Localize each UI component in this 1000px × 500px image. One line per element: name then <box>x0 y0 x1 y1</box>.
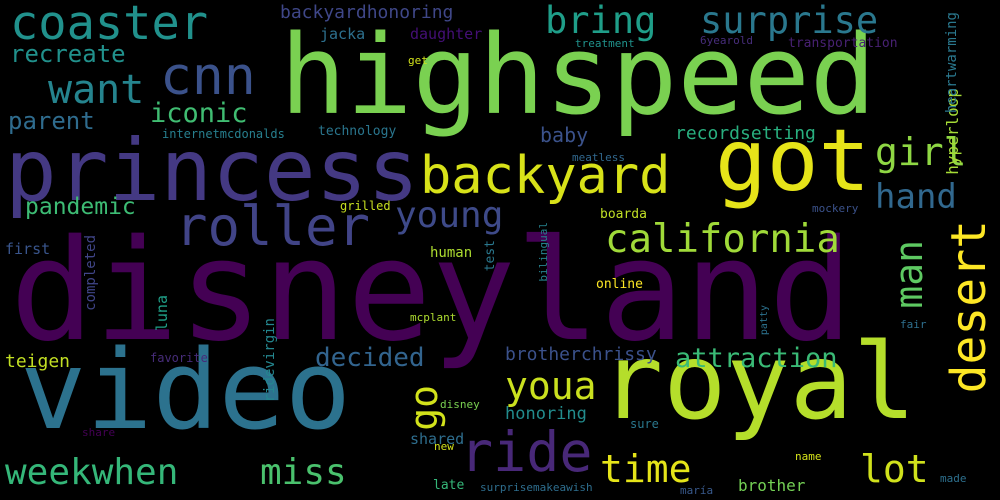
word: miss <box>260 452 347 493</box>
word: video <box>20 326 352 454</box>
word: recordsetting <box>675 123 816 144</box>
word: late <box>433 478 465 493</box>
word: disneyland <box>10 210 853 373</box>
word: jacka <box>320 25 366 43</box>
word: get <box>408 54 428 67</box>
word: patty <box>759 305 770 336</box>
word: first <box>5 240 51 258</box>
word: iconic <box>150 98 248 129</box>
word: cnn <box>160 46 256 107</box>
word: recreate <box>10 40 126 68</box>
word: backyardhonoring <box>280 2 454 23</box>
word: 6yearold <box>700 34 753 47</box>
word: mockery <box>812 202 859 215</box>
word: human <box>430 245 473 261</box>
word: royal <box>600 321 917 443</box>
word: sure <box>630 417 659 431</box>
word: grilled <box>340 199 391 213</box>
word: coaster <box>10 0 209 51</box>
word: disney <box>440 398 480 411</box>
word: brother <box>738 476 806 495</box>
word: girl <box>875 130 967 174</box>
word: test <box>483 240 498 272</box>
word: teigen <box>5 351 71 372</box>
word: favorite <box>150 351 208 365</box>
word: time <box>600 447 692 491</box>
word: name <box>795 450 822 463</box>
word: transportation <box>788 36 898 51</box>
word: highspeed <box>280 11 877 139</box>
word: youa <box>505 364 597 408</box>
word: new <box>434 440 454 453</box>
word: bring <box>545 0 657 42</box>
word: luna <box>153 295 171 332</box>
word: surprisemakeawish <box>480 481 593 494</box>
word: treatment <box>575 37 635 50</box>
word: technology <box>318 124 397 139</box>
word: roller <box>175 195 371 258</box>
word: share <box>82 426 116 439</box>
word: man <box>887 240 931 309</box>
word: parent <box>8 107 95 135</box>
word: honoring <box>505 404 587 424</box>
word: completed <box>83 235 99 311</box>
word: young <box>395 195 504 236</box>
word: go <box>402 385 446 431</box>
word: california <box>605 217 840 262</box>
word: hand <box>875 177 957 217</box>
word: baby <box>540 123 589 147</box>
word: internetmcdonalds <box>162 127 285 141</box>
word: shared <box>410 430 465 448</box>
word: boarda <box>600 207 647 222</box>
word: princess <box>5 121 420 221</box>
word: meatless <box>572 151 625 164</box>
word: decided <box>315 343 425 373</box>
word: heartwarming <box>944 12 960 114</box>
word: want <box>48 67 145 113</box>
word: fair <box>900 318 927 331</box>
word: ride <box>460 420 593 484</box>
word: attraction <box>675 343 838 374</box>
word: backyard <box>420 146 671 206</box>
word: online <box>596 277 643 292</box>
word: got <box>715 111 871 211</box>
word: brotherchrissy <box>505 344 657 365</box>
word: bilingual <box>537 222 550 282</box>
word: lot <box>860 447 929 491</box>
word: surprise <box>700 0 879 42</box>
word: maría <box>680 484 714 497</box>
word: ridevirgin <box>262 318 278 403</box>
word: weekwhen <box>5 452 179 493</box>
word: pandemic <box>25 194 136 220</box>
word: made <box>940 472 967 485</box>
word: mcplant <box>410 311 457 324</box>
word: daughter <box>410 25 483 43</box>
word: desert <box>941 220 997 394</box>
